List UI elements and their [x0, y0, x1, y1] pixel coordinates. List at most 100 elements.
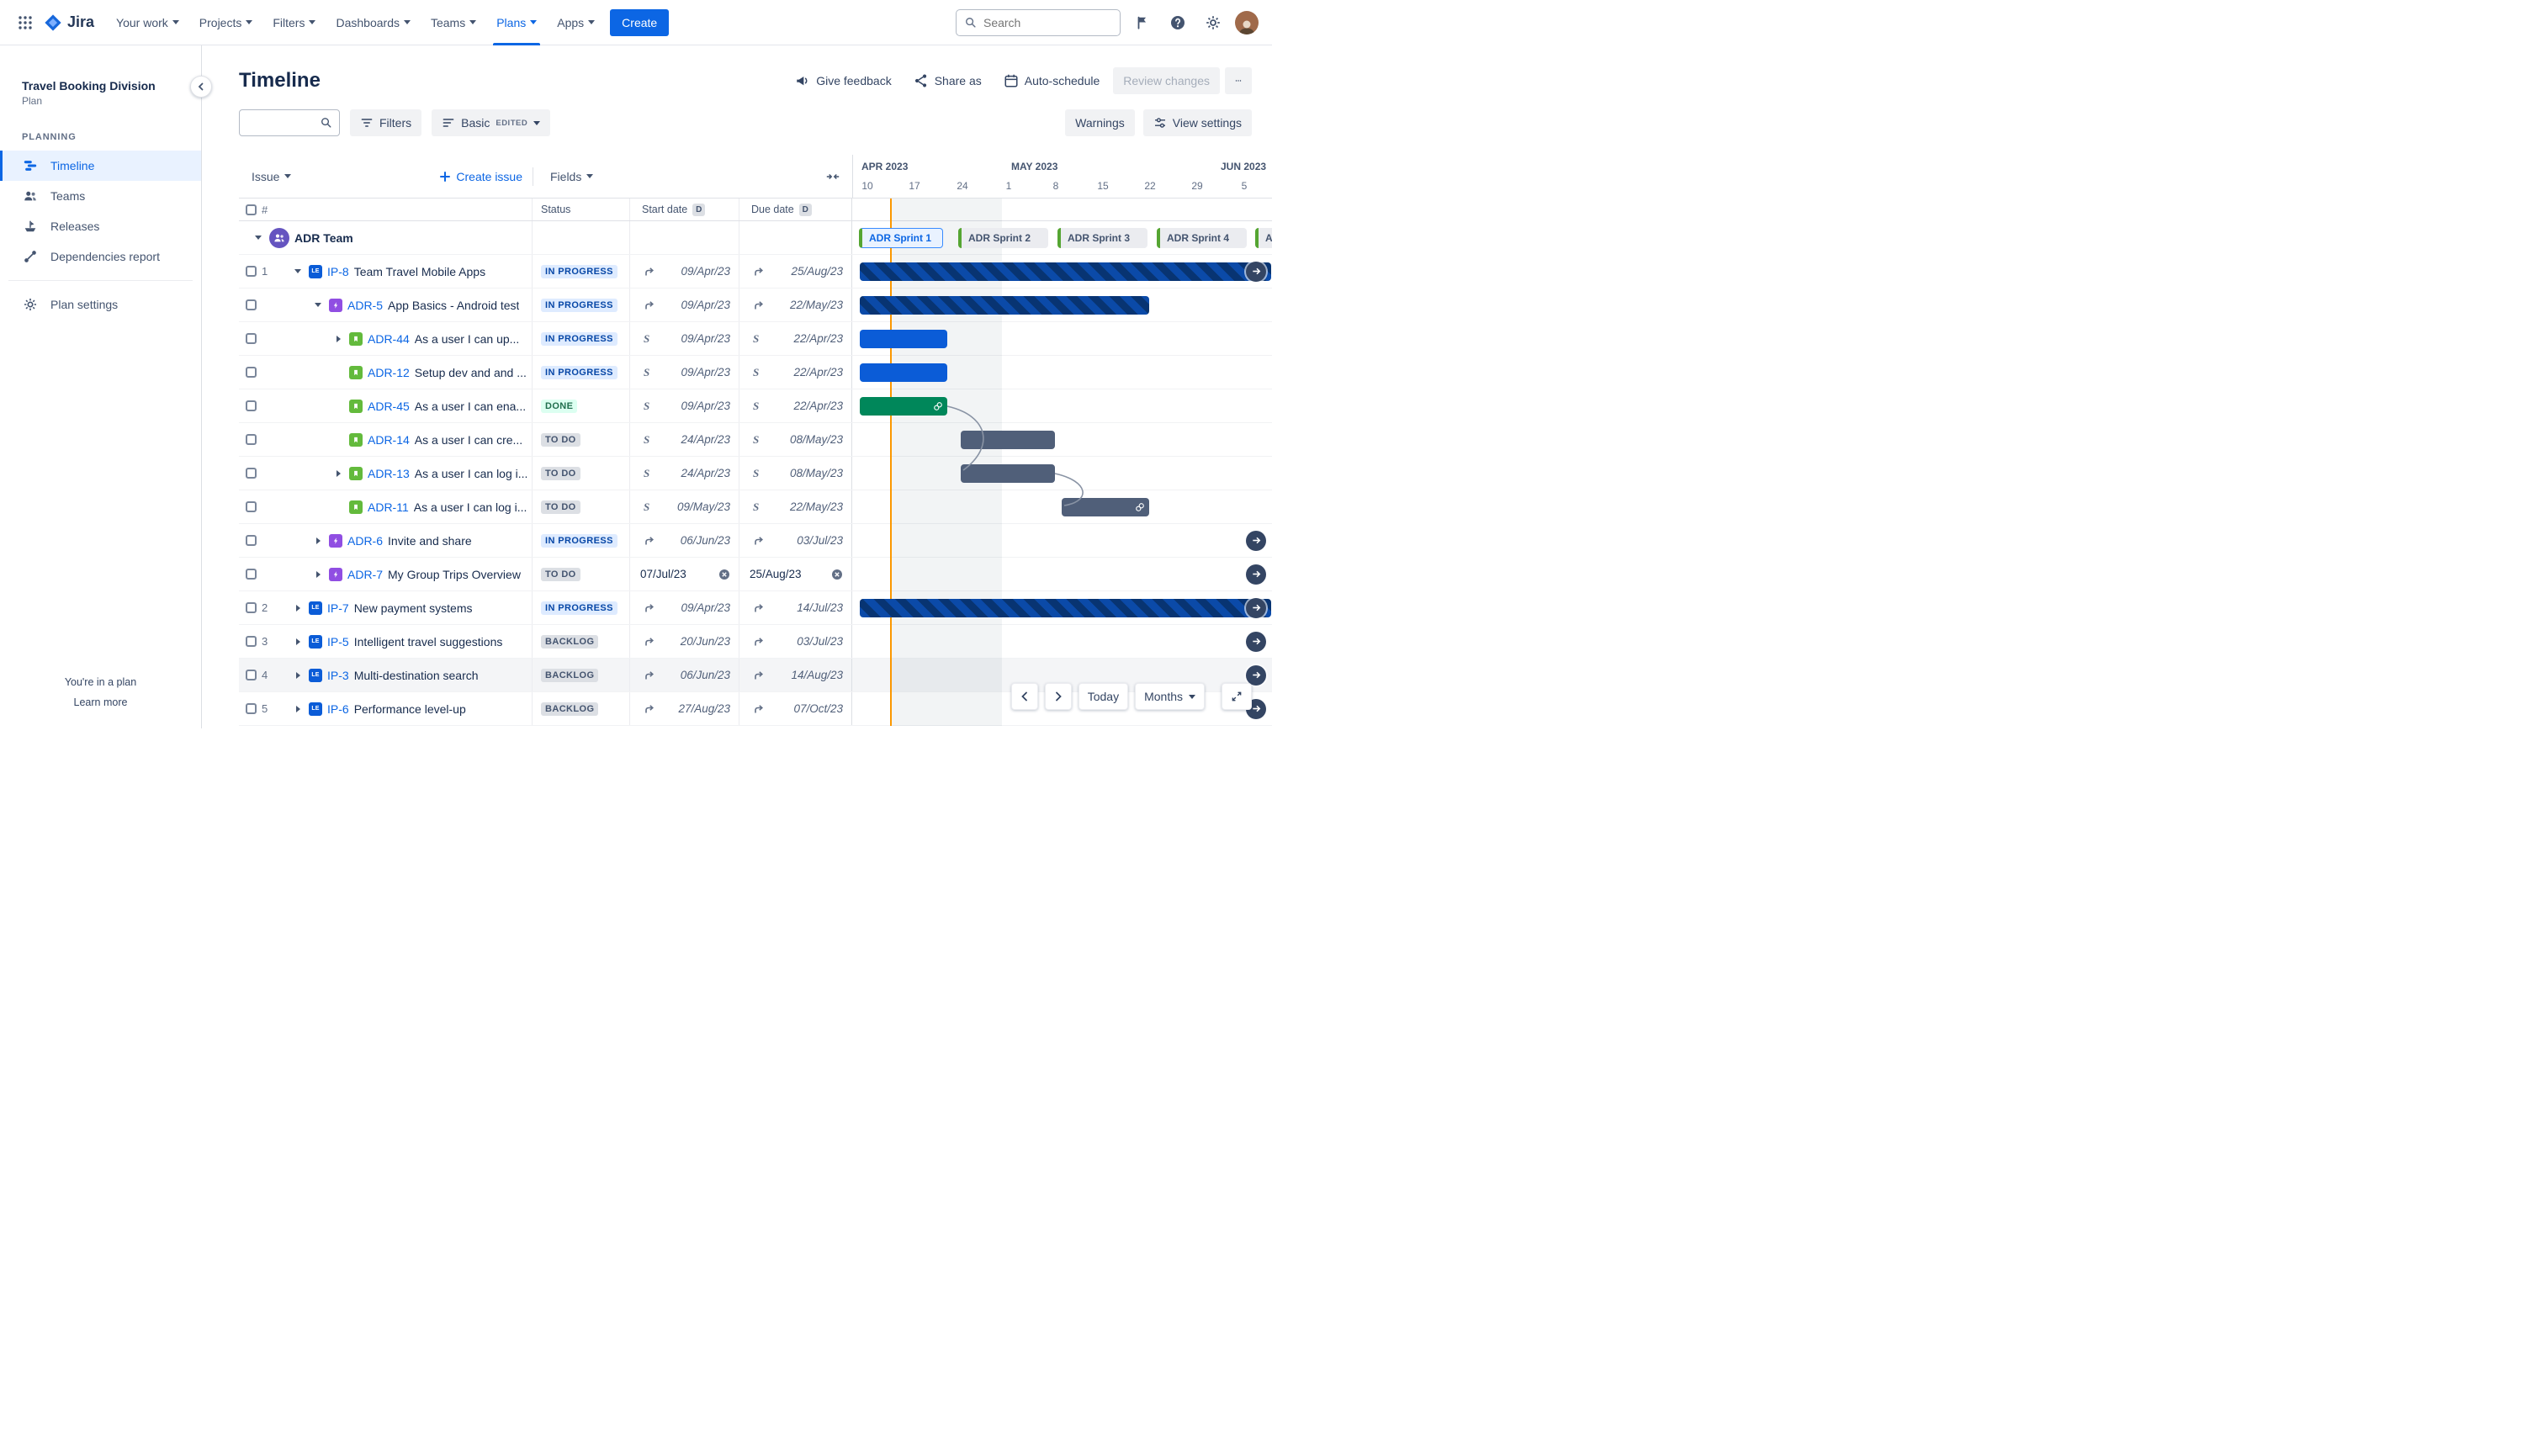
scroll-to-bar-button[interactable] — [1246, 530, 1266, 551]
row-checkbox[interactable] — [246, 501, 257, 512]
scroll-to-bar-button[interactable] — [1246, 564, 1266, 585]
share-as-button[interactable]: Share as — [905, 67, 990, 94]
nav-item-plans[interactable]: Plans — [486, 0, 547, 45]
collapse-fields-icon[interactable] — [825, 169, 840, 184]
status-badge[interactable]: IN PROGRESS — [541, 298, 617, 312]
status-badge[interactable]: BACKLOG — [541, 634, 599, 649]
nav-item-projects[interactable]: Projects — [189, 0, 263, 45]
give-feedback-button[interactable]: Give feedback — [787, 67, 900, 94]
filters-button[interactable]: Filters — [350, 109, 422, 136]
status-badge[interactable]: IN PROGRESS — [541, 601, 617, 615]
due-date-cell[interactable]: 25/Aug/23 — [739, 558, 852, 590]
select-all-checkbox[interactable] — [246, 204, 257, 215]
issue-key-link[interactable]: IP-6 — [327, 702, 349, 716]
issue-summary[interactable]: As a user I can log i... — [414, 466, 528, 480]
row-checkbox[interactable] — [246, 367, 257, 378]
scroll-to-bar-button[interactable] — [1246, 597, 1266, 618]
nav-item-your-work[interactable]: Your work — [106, 0, 189, 45]
review-changes-button[interactable]: Review changes — [1113, 67, 1220, 94]
issue-column-dropdown[interactable]: Issue — [252, 170, 292, 183]
issue-key-link[interactable]: ADR-14 — [368, 432, 410, 447]
issue-summary[interactable]: As a user I can ena... — [414, 399, 527, 413]
due-date-cell[interactable]: 03/Jul/23 — [739, 625, 852, 658]
view-mode-dropdown[interactable]: Basic EDITED — [432, 109, 551, 136]
start-date-cell[interactable]: S 09/May/23 — [630, 490, 739, 523]
issue-key-link[interactable]: IP-7 — [327, 601, 349, 615]
issue-summary[interactable]: Team Travel Mobile Apps — [353, 264, 486, 278]
start-date-cell[interactable]: 06/Jun/23 — [630, 659, 739, 691]
expand-chevron[interactable] — [312, 537, 324, 544]
issue-summary[interactable]: Performance level-up — [353, 702, 466, 716]
sidebar-item-teams[interactable]: Teams — [0, 181, 201, 211]
warnings-button[interactable]: Warnings — [1065, 109, 1135, 136]
sprint-bar[interactable]: ADR Sprint 4 — [1157, 227, 1247, 248]
due-date-cell[interactable]: S 08/May/23 — [739, 457, 852, 490]
expand-chevron[interactable] — [292, 671, 304, 679]
issue-key-link[interactable]: ADR-6 — [347, 533, 384, 548]
due-date-cell[interactable]: 14/Jul/23 — [739, 591, 852, 624]
learn-more-link[interactable]: Learn more — [73, 696, 128, 708]
due-date-cell[interactable]: 25/Aug/23 — [739, 255, 852, 288]
issue-key-link[interactable]: ADR-44 — [368, 331, 410, 346]
gantt-bar[interactable] — [860, 329, 947, 348]
row-checkbox[interactable] — [246, 670, 257, 680]
row-checkbox[interactable] — [246, 703, 257, 714]
nav-item-apps[interactable]: Apps — [547, 0, 605, 45]
scroll-to-bar-button[interactable] — [1246, 261, 1266, 282]
due-date-cell[interactable]: S 22/May/23 — [739, 490, 852, 523]
jira-logo[interactable]: Jira — [44, 13, 94, 32]
issue-summary[interactable]: Multi-destination search — [353, 668, 479, 682]
dependency-link-icon[interactable] — [1135, 502, 1145, 512]
expand-chevron[interactable] — [292, 638, 304, 645]
row-checkbox[interactable] — [246, 636, 257, 647]
clear-date-icon[interactable] — [831, 569, 843, 580]
issue-summary[interactable]: App Basics - Android test — [388, 298, 520, 312]
status-badge[interactable]: IN PROGRESS — [541, 264, 617, 278]
issue-key-link[interactable]: ADR-12 — [368, 365, 410, 379]
due-date-cell[interactable]: S 22/Apr/23 — [739, 356, 852, 389]
team-name[interactable]: ADR Team — [294, 230, 353, 245]
status-badge[interactable]: TO DO — [541, 567, 580, 581]
due-date-cell[interactable]: S 22/Apr/23 — [739, 322, 852, 355]
user-avatar[interactable] — [1235, 10, 1259, 34]
due-date-cell[interactable]: 22/May/23 — [739, 289, 852, 321]
row-checkbox[interactable] — [246, 333, 257, 344]
issue-summary[interactable]: As a user I can log i... — [413, 500, 527, 514]
collapse-chevron[interactable] — [312, 303, 324, 307]
fullscreen-button[interactable] — [1222, 683, 1252, 710]
expand-chevron[interactable] — [292, 705, 304, 712]
auto-schedule-button[interactable]: Auto-schedule — [995, 67, 1109, 94]
due-date-cell[interactable]: 07/Oct/23 — [739, 692, 852, 725]
row-checkbox[interactable] — [246, 266, 257, 277]
flag-icon[interactable] — [1129, 9, 1156, 36]
due-date-cell[interactable]: 14/Aug/23 — [739, 659, 852, 691]
fields-dropdown[interactable]: Fields — [550, 170, 594, 183]
expand-chevron[interactable] — [292, 604, 304, 612]
issue-summary[interactable]: Setup dev and and ... — [414, 365, 527, 379]
row-checkbox[interactable] — [246, 468, 257, 479]
issue-summary[interactable]: My Group Trips Overview — [388, 567, 521, 581]
gantt-bar[interactable] — [860, 295, 1149, 315]
sprint-bar[interactable]: ADR Sprint 2 — [958, 227, 1048, 248]
scroll-right-button[interactable] — [1044, 683, 1072, 710]
status-badge[interactable]: BACKLOG — [541, 668, 599, 682]
sidebar-item-plan-settings[interactable]: Plan settings — [0, 289, 201, 320]
sprint-bar[interactable]: A — [1255, 227, 1272, 248]
start-date-cell[interactable]: 27/Aug/23 — [630, 692, 739, 725]
sidebar-item-timeline[interactable]: Timeline — [0, 151, 201, 181]
status-badge[interactable]: TO DO — [541, 432, 580, 447]
row-checkbox[interactable] — [246, 400, 257, 411]
gantt-bar[interactable] — [860, 598, 1271, 617]
timeline-search-input[interactable] — [246, 116, 321, 130]
issue-summary[interactable]: Intelligent travel suggestions — [353, 634, 503, 649]
issue-key-link[interactable]: IP-5 — [327, 634, 349, 649]
status-badge[interactable]: IN PROGRESS — [541, 533, 617, 548]
issue-key-link[interactable]: IP-8 — [327, 264, 349, 278]
start-date-cell[interactable]: 09/Apr/23 — [630, 591, 739, 624]
clear-date-icon[interactable] — [718, 569, 730, 580]
sprint-bar[interactable]: ADR Sprint 3 — [1057, 227, 1147, 248]
nav-item-filters[interactable]: Filters — [262, 0, 326, 45]
row-checkbox[interactable] — [246, 569, 257, 580]
collapse-chevron[interactable] — [252, 236, 264, 240]
issue-key-link[interactable]: ADR-5 — [347, 298, 384, 312]
